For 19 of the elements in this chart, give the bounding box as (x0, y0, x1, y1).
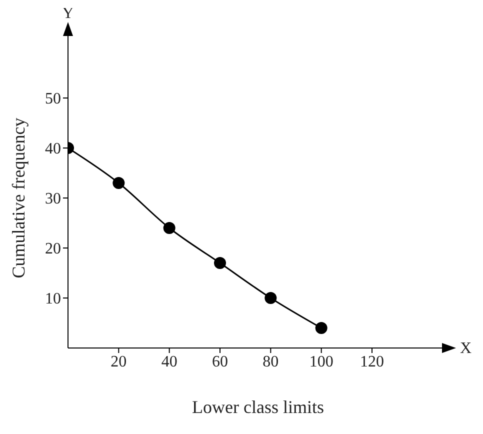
y-tick-label: 10 (45, 290, 61, 308)
y-tick-label: 50 (45, 90, 61, 108)
x-tick-label: 100 (309, 353, 334, 370)
point (264, 292, 277, 304)
x-axis-title: Lower class limits (192, 397, 324, 417)
y-tick-label: 20 (45, 240, 61, 258)
y-tick-label: 30 (45, 190, 61, 208)
point (112, 177, 125, 189)
text: X (460, 340, 472, 357)
y-tick-label: 40 (45, 140, 61, 158)
point (214, 257, 226, 269)
x-tick-label: 120 (360, 353, 384, 370)
y-axis-title: Cumulative frequency (8, 118, 28, 278)
point (315, 322, 328, 334)
point (163, 222, 176, 234)
x-tick-label: 20 (110, 353, 127, 370)
x-tick-label: 80 (262, 353, 279, 370)
x-tick-label: 40 (161, 353, 178, 370)
x-tick-label: 60 (212, 353, 228, 370)
